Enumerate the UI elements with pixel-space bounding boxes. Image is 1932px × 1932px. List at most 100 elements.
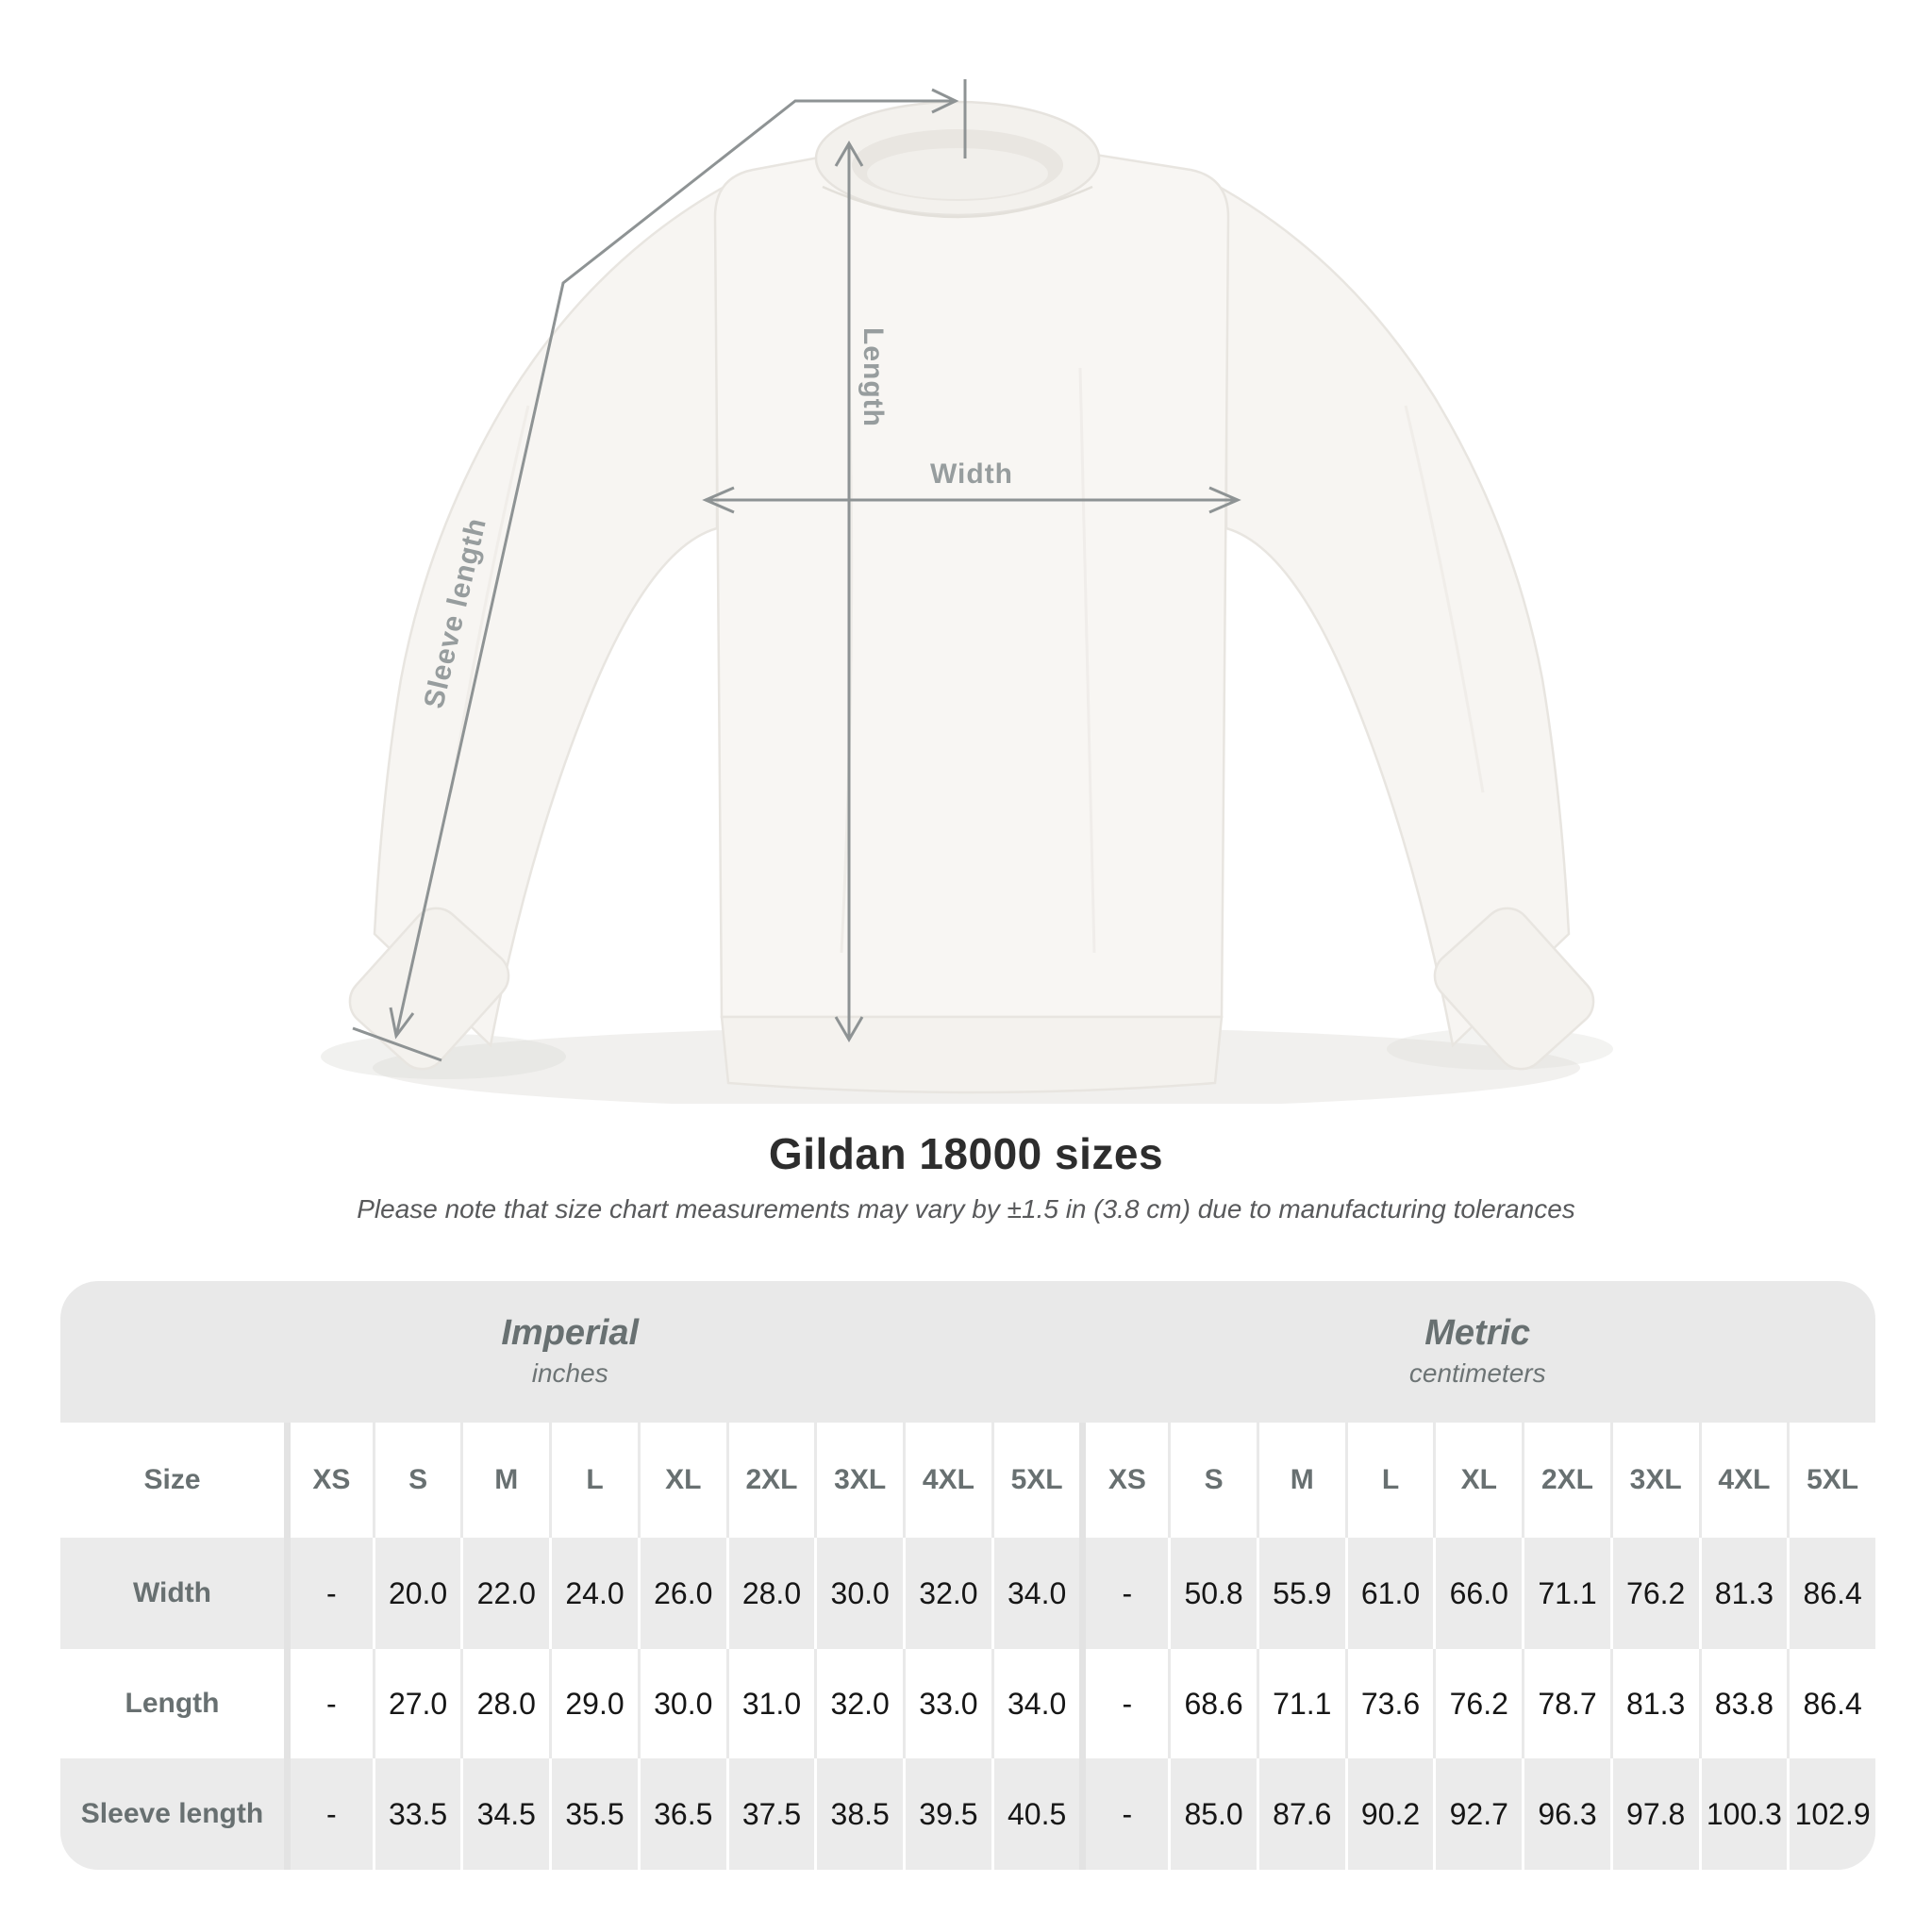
length-metric-2xl: 78.7 [1522, 1649, 1610, 1758]
row-label-sleeve-length: Sleeve length [60, 1758, 284, 1870]
size-header-imperial-l: L [549, 1423, 638, 1538]
size-column-header: Size [60, 1423, 284, 1538]
length-metric-3xl: 81.3 [1609, 1649, 1699, 1758]
body [713, 135, 1230, 1019]
imperial-unit-header: Imperial inches [60, 1281, 1080, 1423]
size-header-metric-4xl: 4XL [1698, 1423, 1788, 1538]
sleeve-length-imperial-4xl: 39.5 [903, 1758, 991, 1870]
fold-line [1404, 405, 1485, 793]
length-metric-s: 68.6 [1168, 1649, 1257, 1758]
sleeve-length-imperial-3xl: 38.5 [814, 1758, 904, 1870]
size-header-imperial-xl: XL [637, 1423, 726, 1538]
sleeve-length-metric-l: 90.2 [1344, 1758, 1434, 1870]
right-sleeve [1188, 169, 1571, 1048]
sleeve-length-metric-xs: - [1079, 1758, 1169, 1870]
fold-line [449, 405, 530, 793]
length-metric-4xl: 83.8 [1698, 1649, 1788, 1758]
width-imperial-xs: - [284, 1538, 373, 1649]
sleeve-length-metric-3xl: 97.8 [1609, 1758, 1699, 1870]
size-header-metric-m: M [1256, 1423, 1345, 1538]
length-imperial-l: 29.0 [549, 1649, 638, 1758]
width-arrow [702, 486, 1241, 514]
size-header-metric-s: S [1168, 1423, 1257, 1538]
width-imperial-3xl: 30.0 [814, 1538, 904, 1649]
size-header-imperial-s: S [372, 1423, 461, 1538]
width-imperial-4xl: 32.0 [903, 1538, 991, 1649]
width-metric-l: 61.0 [1344, 1538, 1434, 1649]
length-metric-xs: - [1079, 1649, 1169, 1758]
sleeve-length-metric-s: 85.0 [1168, 1758, 1257, 1870]
size-header-metric-3xl: 3XL [1609, 1423, 1699, 1538]
width-metric-4xl: 81.3 [1698, 1538, 1788, 1649]
size-header-metric-xl: XL [1433, 1423, 1523, 1538]
size-table: Imperial inches Metric centimeters Size X… [60, 1281, 1875, 1870]
width-imperial-l: 24.0 [549, 1538, 638, 1649]
left-sleeve [373, 169, 756, 1048]
width-metric-2xl: 71.1 [1522, 1538, 1610, 1649]
sleeve-length-metric-xl: 92.7 [1433, 1758, 1523, 1870]
length-imperial-4xl: 33.0 [903, 1649, 991, 1758]
sleeve-length-imperial-s: 33.5 [372, 1758, 461, 1870]
metric-unit-header: Metric centimeters [1079, 1281, 1875, 1423]
width-metric-5xl: 86.4 [1787, 1538, 1875, 1649]
size-header-imperial-m: M [460, 1423, 550, 1538]
length-imperial-5xl: 34.0 [991, 1649, 1080, 1758]
length-imperial-m: 28.0 [460, 1649, 550, 1758]
imperial-name: Imperial [501, 1313, 640, 1353]
width-imperial-5xl: 34.0 [991, 1538, 1080, 1649]
metric-name: Metric [1424, 1313, 1531, 1353]
imperial-unit: inches [531, 1358, 608, 1388]
width-imperial-xl: 26.0 [637, 1538, 726, 1649]
width-imperial-s: 20.0 [372, 1538, 461, 1649]
hem-ribbing [720, 1015, 1224, 1094]
left-cuff [348, 907, 510, 1071]
length-metric-l: 73.6 [1344, 1649, 1434, 1758]
length-imperial-2xl: 31.0 [725, 1649, 815, 1758]
sleeve-length-metric-2xl: 96.3 [1522, 1758, 1610, 1870]
fold-line [1078, 367, 1096, 954]
width-metric-m: 55.9 [1256, 1538, 1345, 1649]
width-metric-xl: 66.0 [1433, 1538, 1523, 1649]
sleeve-length-arrow [352, 79, 967, 1062]
size-header-metric-2xl: 2XL [1522, 1423, 1610, 1538]
length-metric-m: 71.1 [1256, 1649, 1345, 1758]
size-header-metric-l: L [1344, 1423, 1434, 1538]
sleeve-length-metric-4xl: 100.3 [1698, 1758, 1788, 1870]
length-imperial-s: 27.0 [372, 1649, 461, 1758]
length-arrow [834, 141, 864, 1042]
sweatshirt-illustration [348, 100, 1595, 1094]
collar-inner [867, 148, 1048, 199]
length-metric-5xl: 86.4 [1787, 1649, 1875, 1758]
sleeve-length-imperial-l: 35.5 [549, 1758, 638, 1870]
sleeve-length-imperial-m: 34.5 [460, 1758, 550, 1870]
width-imperial-m: 22.0 [460, 1538, 550, 1649]
size-header-imperial-4xl: 4XL [903, 1423, 991, 1538]
fold-line [840, 376, 854, 954]
size-header-imperial-3xl: 3XL [814, 1423, 904, 1538]
right-cuff [1433, 907, 1595, 1071]
width-label: Width [930, 458, 1013, 490]
title-block: Gildan 18000 sizes Please note that size… [0, 1128, 1932, 1224]
row-label-width: Width [60, 1538, 284, 1649]
sleeve-length-imperial-xl: 36.5 [637, 1758, 726, 1870]
size-header-imperial-5xl: 5XL [991, 1423, 1080, 1538]
width-metric-3xl: 76.2 [1609, 1538, 1699, 1649]
page-title: Gildan 18000 sizes [768, 1129, 1164, 1178]
length-imperial-xs: - [284, 1649, 373, 1758]
width-metric-xs: - [1079, 1538, 1169, 1649]
size-header-imperial-2xl: 2XL [725, 1423, 815, 1538]
sweatshirt-measurement-diagram: Length Width Sleeve length [321, 79, 1613, 1104]
length-label: Length [858, 327, 889, 427]
row-label-length: Length [60, 1649, 284, 1758]
length-imperial-3xl: 32.0 [814, 1649, 904, 1758]
sleeve-length-imperial-5xl: 40.5 [991, 1758, 1080, 1870]
length-metric-xl: 76.2 [1433, 1649, 1523, 1758]
size-header-metric-xs: XS [1079, 1423, 1169, 1538]
width-imperial-2xl: 28.0 [725, 1538, 815, 1649]
sleeve-length-metric-5xl: 102.9 [1787, 1758, 1875, 1870]
collar-seam [822, 185, 1093, 219]
tolerance-note: Please note that size chart measurements… [357, 1194, 1575, 1224]
sleeve-length-metric-m: 87.6 [1256, 1758, 1345, 1870]
length-imperial-xl: 30.0 [637, 1649, 726, 1758]
